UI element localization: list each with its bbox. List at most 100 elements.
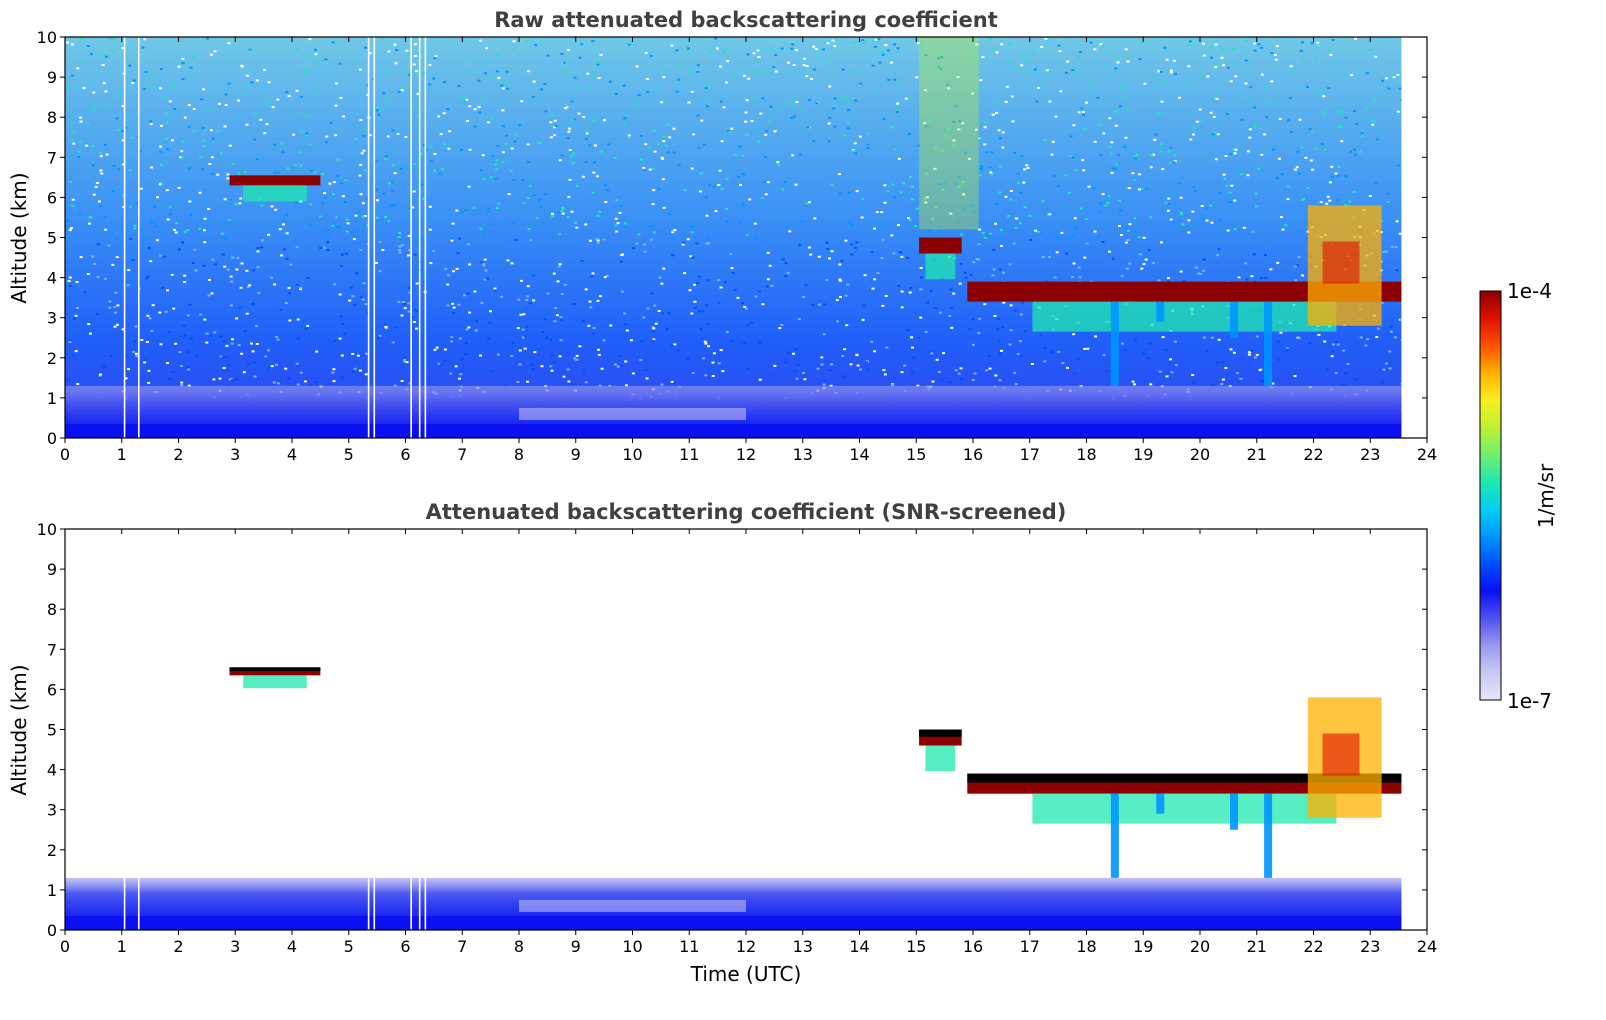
- noise-speck: [560, 318, 563, 321]
- cloud-feature: [919, 237, 962, 254]
- noise-speck: [570, 100, 574, 103]
- noise-speck: [192, 56, 195, 59]
- noise-speck: [1191, 133, 1195, 136]
- noise-speck: [408, 291, 412, 294]
- noise-speck: [121, 328, 125, 331]
- noise-speck: [165, 138, 169, 141]
- noise-speck: [139, 187, 143, 190]
- noise-speck: [78, 62, 82, 64]
- noise-speck: [741, 154, 745, 157]
- noise-speck: [620, 254, 624, 256]
- noise-speck: [1289, 70, 1293, 73]
- noise-speck: [394, 326, 398, 329]
- noise-speck: [1137, 236, 1141, 239]
- noise-speck: [938, 65, 942, 68]
- noise-speck: [568, 59, 572, 61]
- noise-speck: [776, 108, 780, 111]
- noise-speck: [1210, 336, 1214, 339]
- cloud-feature-top: [919, 729, 962, 737]
- noise-speck: [270, 365, 274, 368]
- noise-speck: [1188, 40, 1192, 43]
- colorbar-max-label: 1e-4: [1507, 279, 1552, 303]
- noise-speck: [567, 195, 571, 198]
- noise-speck: [990, 151, 994, 154]
- noise-speck: [995, 202, 999, 205]
- noise-speck: [165, 112, 168, 115]
- noise-speck: [586, 72, 590, 75]
- noise-speck: [526, 285, 530, 288]
- noise-speck: [609, 324, 613, 327]
- noise-speck: [1135, 153, 1139, 156]
- noise-speck: [596, 175, 599, 178]
- noise-speck: [511, 342, 515, 345]
- noise-speck: [1205, 219, 1209, 222]
- noise-speck: [113, 38, 116, 41]
- noise-speck: [563, 283, 567, 286]
- noise-speck: [468, 148, 472, 151]
- noise-speck: [1395, 220, 1399, 223]
- noise-speck: [1197, 272, 1201, 275]
- noise-speck: [250, 342, 253, 345]
- noise-speck: [712, 352, 716, 355]
- noise-speck: [1050, 153, 1054, 156]
- noise-speck: [141, 46, 145, 49]
- noise-speck: [1330, 165, 1334, 168]
- noise-speck: [757, 56, 761, 58]
- noise-speck: [180, 381, 184, 384]
- noise-speck: [549, 136, 553, 139]
- noise-speck: [510, 147, 514, 150]
- noise-speck: [1054, 115, 1058, 118]
- noise-speck: [623, 312, 627, 315]
- noise-speck: [607, 143, 611, 146]
- noise-speck: [513, 48, 516, 51]
- noise-speck: [1299, 49, 1303, 52]
- noise-speck: [393, 43, 397, 46]
- noise-speck: [826, 247, 830, 250]
- noise-speck: [675, 49, 679, 52]
- noise-speck: [714, 37, 718, 40]
- noise-speck: [319, 246, 323, 249]
- noise-speck: [312, 92, 316, 95]
- noise-speck: [230, 280, 234, 283]
- noise-speck: [1103, 64, 1107, 67]
- noise-speck: [908, 133, 912, 135]
- noise-speck: [897, 224, 900, 226]
- noise-speck: [1385, 77, 1388, 80]
- noise-speck: [1000, 349, 1003, 352]
- noise-speck: [1069, 135, 1073, 138]
- noise-speck: [983, 303, 987, 306]
- noise-speck: [841, 105, 845, 107]
- noise-speck: [859, 368, 862, 371]
- noise-speck: [1287, 185, 1290, 188]
- noise-speck: [171, 371, 175, 374]
- noise-speck: [1114, 168, 1118, 171]
- noise-speck: [401, 86, 405, 88]
- noise-speck: [1295, 166, 1299, 169]
- noise-speck: [78, 212, 82, 215]
- noise-speck: [1055, 236, 1059, 238]
- noise-speck: [599, 54, 603, 57]
- noise-speck: [528, 302, 532, 305]
- noise-speck: [952, 139, 956, 142]
- noise-speck: [413, 253, 417, 256]
- noise-speck: [1374, 100, 1378, 103]
- noise-speck: [1046, 38, 1050, 41]
- noise-speck: [924, 201, 928, 204]
- noise-speck: [1066, 366, 1069, 369]
- noise-speck: [1245, 278, 1249, 281]
- y-tick-label: 1: [47, 389, 57, 408]
- noise-speck: [256, 247, 260, 249]
- noise-speck: [1160, 241, 1163, 244]
- noise-speck: [218, 377, 222, 380]
- noise-speck: [400, 89, 404, 92]
- noise-speck: [1147, 249, 1151, 252]
- noise-speck: [622, 84, 626, 87]
- noise-speck: [1191, 382, 1195, 385]
- noise-speck: [479, 227, 483, 230]
- noise-speck: [107, 244, 111, 247]
- noise-speck: [113, 325, 117, 328]
- noise-speck: [121, 130, 124, 133]
- noise-speck: [1225, 184, 1229, 187]
- noise-speck: [741, 173, 745, 176]
- noise-speck: [747, 77, 751, 80]
